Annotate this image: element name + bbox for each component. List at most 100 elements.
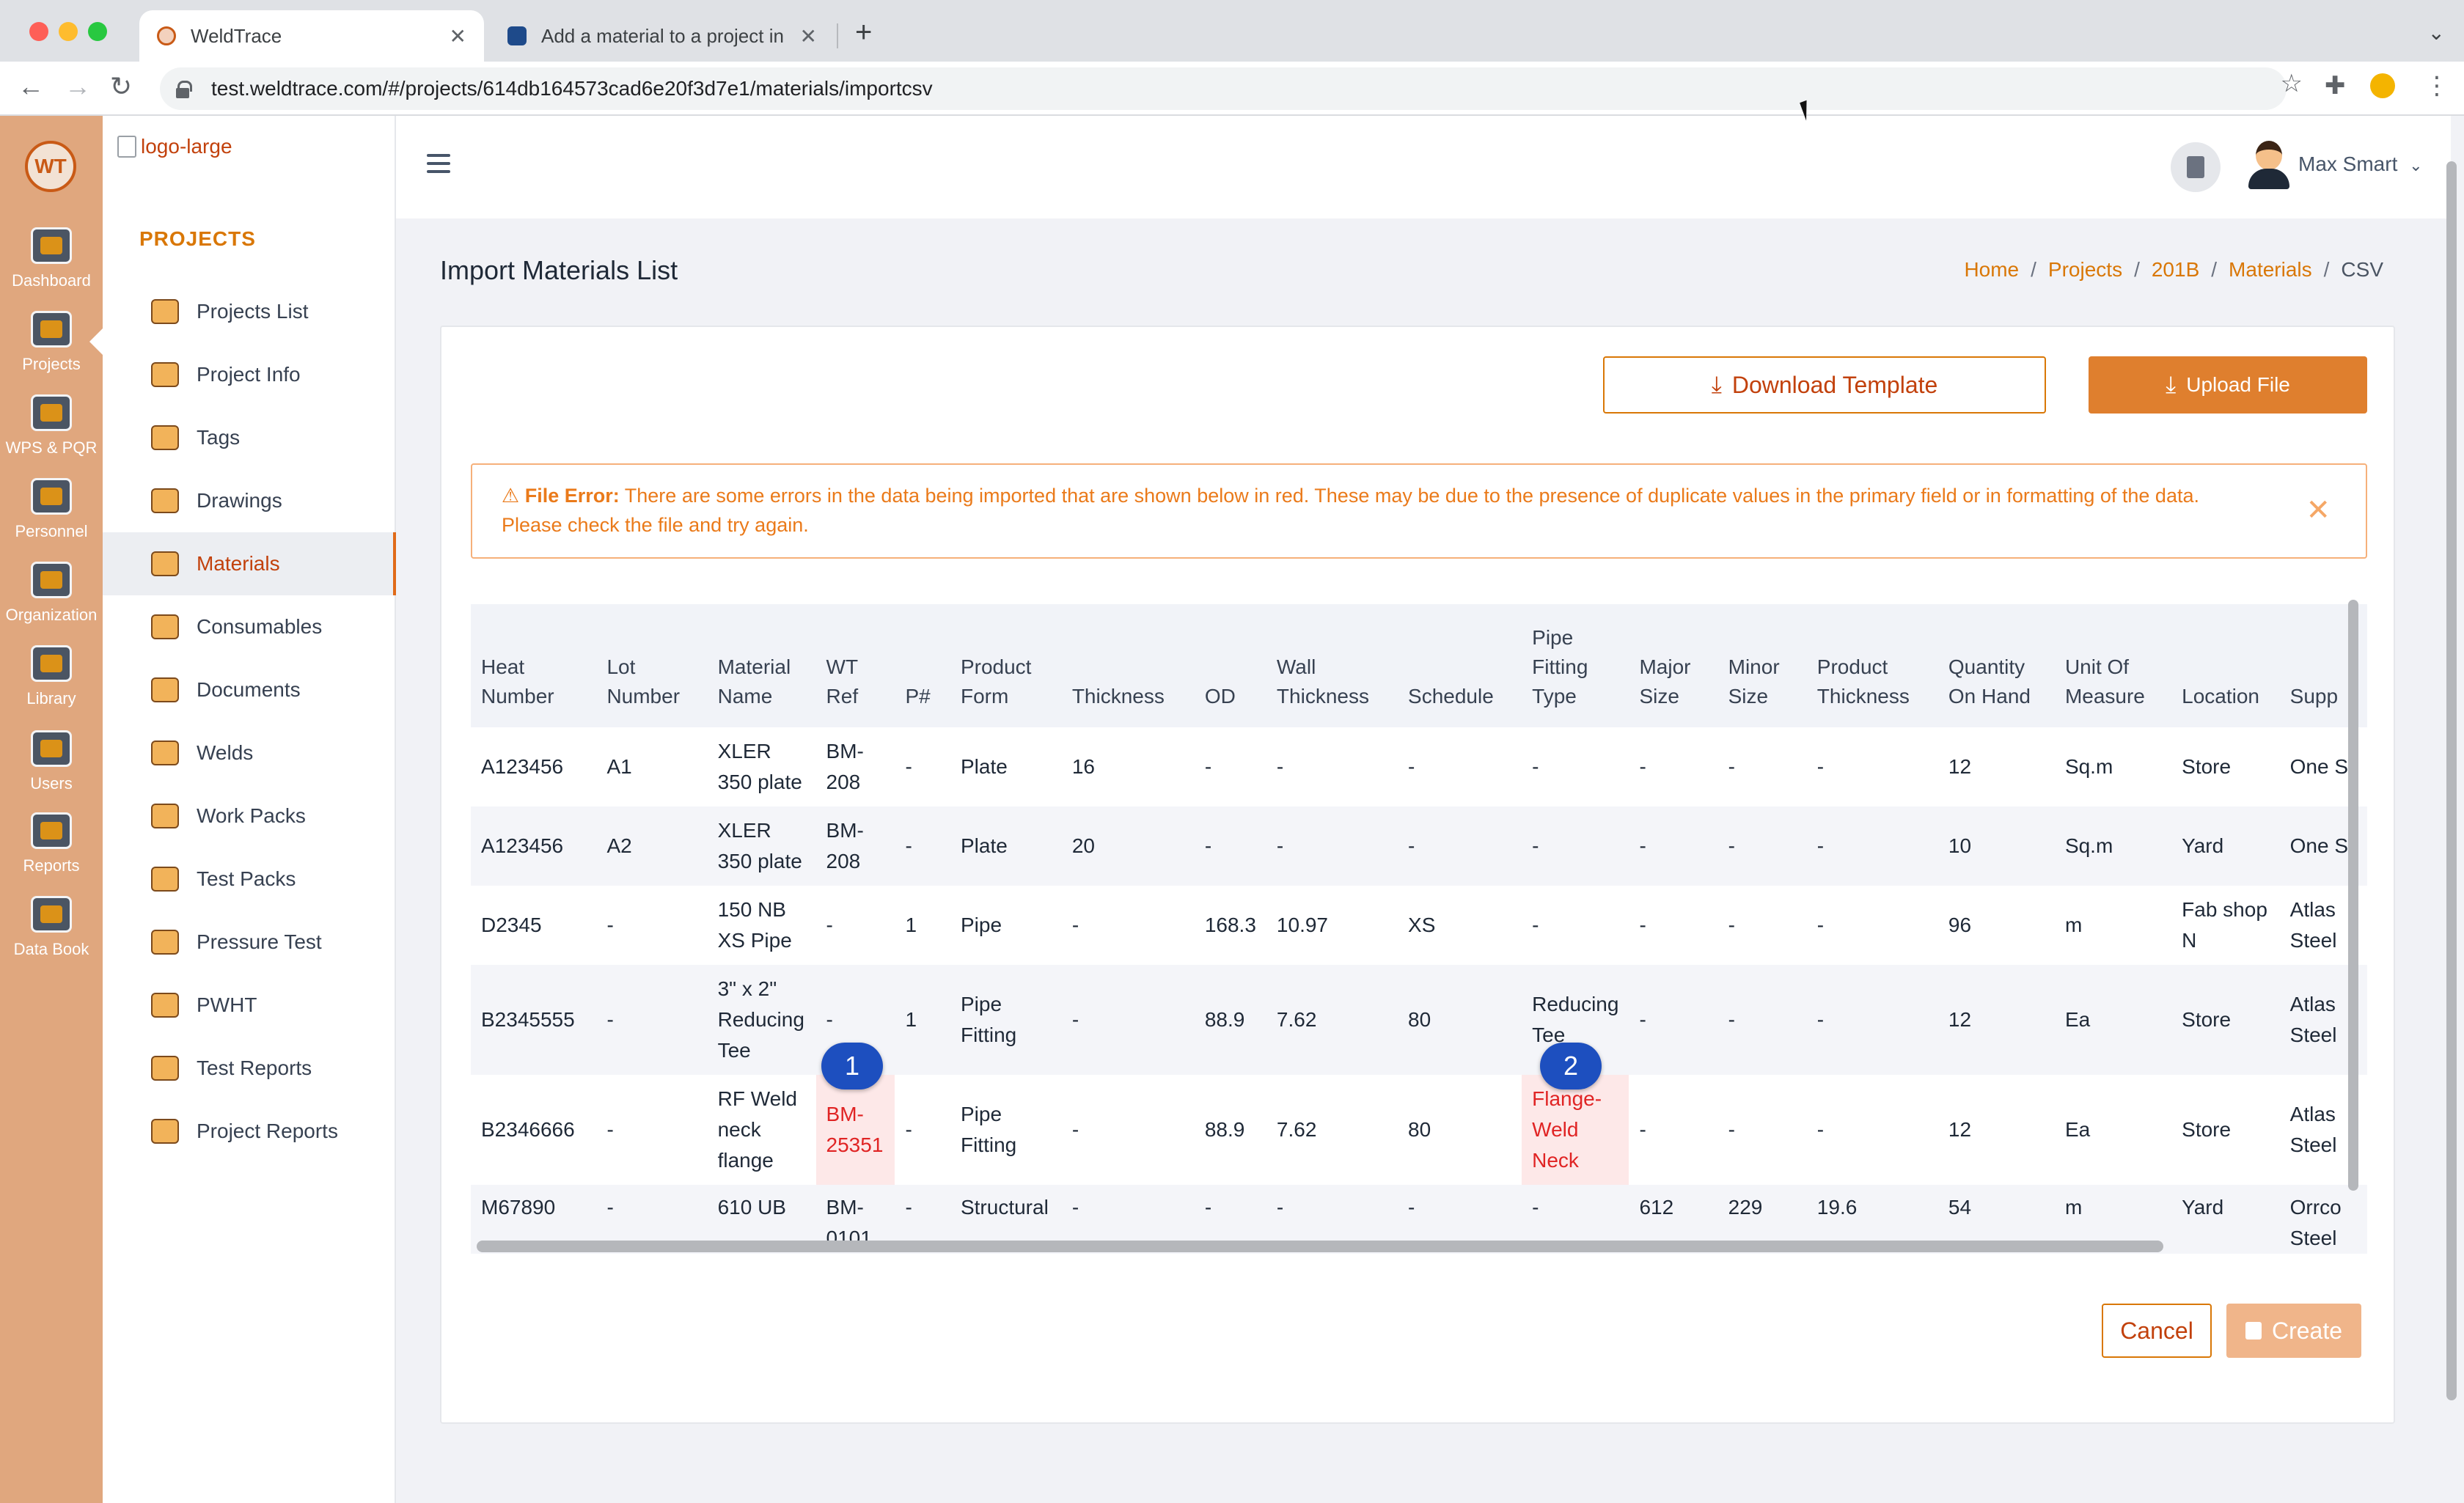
table-cell: 16 xyxy=(1071,755,1095,778)
sidebar-heading: PROJECTS xyxy=(139,227,256,250)
users-icon xyxy=(31,730,72,767)
table-cell: - xyxy=(905,834,912,857)
upload-file-button[interactable]: ⤓ Upload File xyxy=(2089,356,2367,414)
sidebar-item-drawings[interactable]: Drawings xyxy=(103,469,396,532)
browser-tab-help[interactable]: Add a material to a project in W ✕ xyxy=(490,10,835,62)
project-reports-icon xyxy=(151,1119,179,1144)
table-row[interactable]: A123456 A2 XLER 350 plate BM-208 - Plate 20 - - -… xyxy=(471,806,2367,886)
create-button[interactable]: Create xyxy=(2226,1304,2361,1358)
table-cell: - xyxy=(1408,834,1415,857)
table-cell: 7.62 xyxy=(1276,1008,1317,1031)
close-window-button[interactable] xyxy=(29,22,48,41)
table-cell: - xyxy=(1728,755,1735,778)
test-reports-icon xyxy=(151,1056,179,1081)
table-cell: 612 xyxy=(1639,1196,1674,1219)
breadcrumb-projects[interactable]: Projects xyxy=(2047,258,2123,281)
rail-item-dashboard[interactable]: Dashboard xyxy=(0,227,103,290)
upload-file-label: Upload File xyxy=(2186,373,2290,396)
close-tab-icon[interactable]: ✕ xyxy=(799,24,817,48)
column-header: Major Size xyxy=(1639,655,1691,708)
materials-table: Heat Number Lot Number Material Name WT Ref… xyxy=(471,604,2367,1254)
table-cell: 80 xyxy=(1408,1008,1431,1031)
table-cell: Store xyxy=(2182,1008,2232,1031)
help-book-icon[interactable] xyxy=(2171,142,2221,192)
new-tab-icon[interactable]: + xyxy=(855,16,873,48)
table-cell: - xyxy=(1408,1196,1415,1219)
close-alert-icon[interactable]: ✕ xyxy=(2306,494,2331,526)
extensions-puzzle-icon[interactable]: ✚ xyxy=(2325,72,2346,100)
sidebar-item-documents[interactable]: Documents xyxy=(103,658,396,721)
table-cell: Ea xyxy=(2064,1118,2091,1141)
rail-item-reports[interactable]: Reports xyxy=(0,812,103,875)
rail-item-projects[interactable]: Projects xyxy=(0,311,103,374)
rail-item-wps-pqr[interactable]: WPS & PQR xyxy=(0,394,103,457)
breadcrumb-materials[interactable]: Materials xyxy=(2229,258,2312,281)
table-cell: XLER 350 plate xyxy=(717,819,802,872)
table-cell: 88.9 xyxy=(1204,1008,1245,1031)
sidebar-item-project-reports[interactable]: Project Reports xyxy=(103,1100,396,1163)
column-header: Supp xyxy=(2289,685,2339,708)
column-header: Schedule xyxy=(1408,685,1494,708)
column-header: Heat Number xyxy=(481,655,554,708)
table-cell: - xyxy=(1639,1008,1646,1031)
table-row[interactable]: D2345 - 150 NB XS Pipe - 1 Pipe - 168.3 10.97 XS -… xyxy=(471,886,2367,965)
rail-item-organization[interactable]: Organization xyxy=(0,562,103,625)
table-cell: D2345 xyxy=(481,914,542,936)
rail-item-personnel[interactable]: Personnel xyxy=(0,478,103,541)
rail-item-users[interactable]: Users xyxy=(0,730,103,793)
close-tab-icon[interactable]: ✕ xyxy=(449,24,466,48)
table-row[interactable]: B2345555-3" x 2" Reducing Tee -1 Pipe Fitt… xyxy=(471,965,2367,1075)
browser-tab-weldtrace[interactable]: WeldTrace ✕ xyxy=(139,10,484,62)
rail-item-data-book[interactable]: Data Book xyxy=(0,896,103,959)
table-cell: 54 xyxy=(1948,1196,1972,1219)
rail-label: Reports xyxy=(23,856,80,875)
materials-table-container[interactable]: Heat Number Lot Number Material Name WT Ref… xyxy=(471,604,2367,1259)
rail-item-library[interactable]: Library xyxy=(0,645,103,708)
table-vertical-scrollbar[interactable] xyxy=(2348,600,2358,1191)
sidebar-item-label: Project Reports xyxy=(197,1120,338,1142)
sidebar-item-label: Tags xyxy=(197,426,241,449)
sidebar-item-pwht[interactable]: PWHT xyxy=(103,974,396,1037)
sidebar-item-work-packs[interactable]: Work Packs xyxy=(103,784,396,848)
cancel-button[interactable]: Cancel xyxy=(2102,1304,2212,1358)
tag-icon xyxy=(151,425,179,450)
tab-search-chevron-icon[interactable]: ⌄ xyxy=(2427,21,2445,44)
address-bar[interactable]: test.weldtrace.com/#/projects/614db16457… xyxy=(160,67,2287,110)
table-row[interactable]: B2346666- RF Weld neck flange BM-25351- Pip… xyxy=(471,1075,2367,1185)
sidebar-item-test-packs[interactable]: Test Packs xyxy=(103,848,396,911)
sidebar-item-project-info[interactable]: Project Info xyxy=(103,343,396,406)
sidebar-item-projects-list[interactable]: Projects List xyxy=(103,280,396,343)
sidebar-item-welds[interactable]: Welds xyxy=(103,721,396,784)
breadcrumb-separator: / xyxy=(2323,258,2330,281)
download-template-button[interactable]: ⤓ Download Template xyxy=(1603,356,2046,414)
url-text[interactable]: test.weldtrace.com/#/projects/614db16457… xyxy=(211,77,933,100)
minimize-window-button[interactable] xyxy=(59,22,78,41)
sidebar-item-pressure-test[interactable]: Pressure Test xyxy=(103,911,396,974)
sidebar-item-materials[interactable]: Materials xyxy=(103,532,396,595)
browser-tab-strip: WeldTrace ✕ Add a material to a project … xyxy=(0,0,2464,62)
back-arrow-icon[interactable]: ← xyxy=(18,71,44,101)
bookmark-star-icon[interactable]: ☆ xyxy=(2280,70,2303,98)
browser-menu-icon[interactable]: ⋮ xyxy=(2424,72,2449,100)
sidebar-item-consumables[interactable]: Consumables xyxy=(103,595,396,658)
page-vertical-scrollbar[interactable] xyxy=(2446,161,2457,1400)
user-menu[interactable]: Max Smart ⌄ xyxy=(2298,152,2423,176)
breadcrumb-separator: / xyxy=(2031,258,2036,281)
breadcrumb-project[interactable]: 201B xyxy=(2151,258,2200,281)
weldtrace-logo[interactable]: WT xyxy=(25,141,76,192)
sidebar-item-tags[interactable]: Tags xyxy=(103,406,396,469)
forward-arrow-icon[interactable]: → xyxy=(65,71,91,101)
reload-icon[interactable]: ↻ xyxy=(110,71,133,101)
maximize-window-button[interactable] xyxy=(88,22,107,41)
table-cell: - xyxy=(1204,755,1212,778)
hamburger-menu-icon[interactable] xyxy=(427,154,450,178)
horizontal-scrollbar[interactable] xyxy=(477,1241,2163,1252)
breadcrumb-home[interactable]: Home xyxy=(1964,258,2020,281)
table-cell: Orrco Steel xyxy=(2289,1196,2342,1249)
profile-avatar-icon[interactable] xyxy=(2370,73,2395,98)
table-row[interactable]: A123456 A1 XLER 350 plate BM-208 - Plate 16 - - -… xyxy=(471,727,2367,806)
table-cell: A2 xyxy=(606,834,632,857)
user-avatar[interactable] xyxy=(2245,139,2291,189)
sidebar-item-test-reports[interactable]: Test Reports xyxy=(103,1037,396,1100)
logo-large-image[interactable]: logo-large xyxy=(117,135,232,158)
